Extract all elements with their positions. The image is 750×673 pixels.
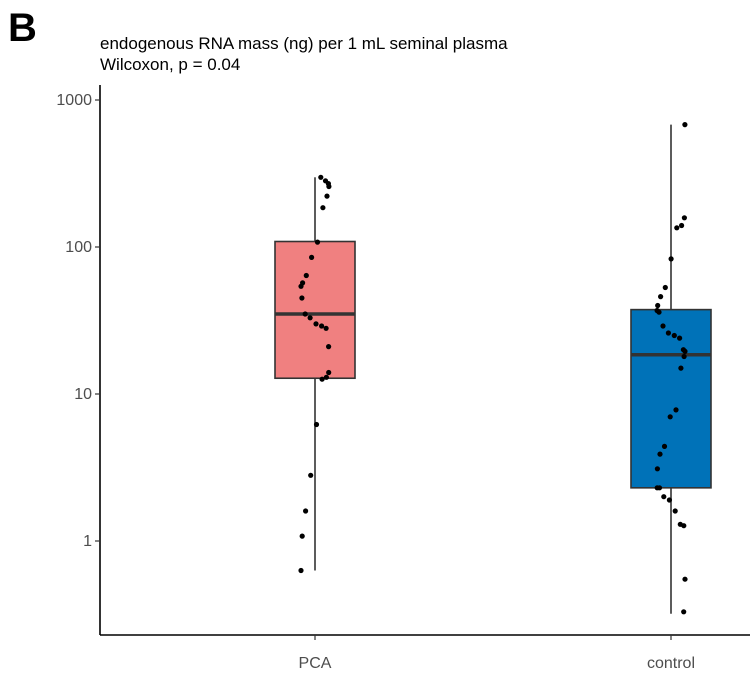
data-point [666,497,673,503]
box-rect [630,308,712,489]
data-point [657,451,663,457]
data-point [307,315,313,321]
data-point [298,283,304,289]
data-point [656,485,663,491]
data-point [672,508,678,514]
axes: 1 10 100 1000 PCA control [56,85,750,672]
data-point [299,533,305,539]
data-point [681,609,687,615]
box-pca [274,177,356,571]
data-point [678,365,684,371]
box-control [630,124,712,614]
data-point [323,325,329,331]
data-point [682,122,688,128]
data-point [661,443,668,449]
data-point [679,222,685,229]
data-point [324,193,330,199]
data-points [298,122,688,615]
data-point [655,302,661,309]
data-point [298,567,304,574]
data-point [682,348,688,354]
data-point [318,174,324,180]
data-point [319,376,325,382]
data-point [658,294,664,300]
data-point [668,256,674,262]
data-point [656,309,662,315]
data-point [682,576,688,582]
data-point [319,323,325,329]
data-point [314,239,321,245]
x-tick-label: PCA [299,655,332,672]
chart-subtitle: Wilcoxon, p = 0.04 [100,55,241,74]
data-point [677,335,683,341]
data-point [326,369,332,376]
x-tick-label: control [647,655,695,672]
data-point [662,284,668,291]
data-point [661,494,667,500]
y-tick-label: 1000 [56,92,92,109]
data-point [313,321,319,327]
data-point [671,332,677,339]
data-point [299,295,305,301]
data-point [681,215,688,221]
data-point [309,254,315,260]
data-point [660,323,666,329]
y-tick-label: 100 [65,239,92,256]
data-point [673,407,679,413]
box-rect [274,240,356,380]
data-point [654,466,661,472]
data-point [323,374,329,380]
data-point [681,353,687,360]
data-point [303,508,309,514]
data-point [320,205,326,211]
data-point [308,472,314,478]
data-point [303,272,309,279]
data-point [674,225,680,231]
boxes [274,124,712,614]
data-point [313,421,320,428]
y-tick-label: 1 [83,533,92,550]
y-tick-label: 10 [74,386,92,403]
data-point [667,414,673,420]
data-point [326,183,332,190]
data-point [665,330,672,336]
panel-label: B [8,6,37,50]
data-point [681,523,687,529]
chart-title: endogenous RNA mass (ng) per 1 mL semina… [100,34,508,53]
data-point [326,344,332,350]
data-point [302,311,308,317]
